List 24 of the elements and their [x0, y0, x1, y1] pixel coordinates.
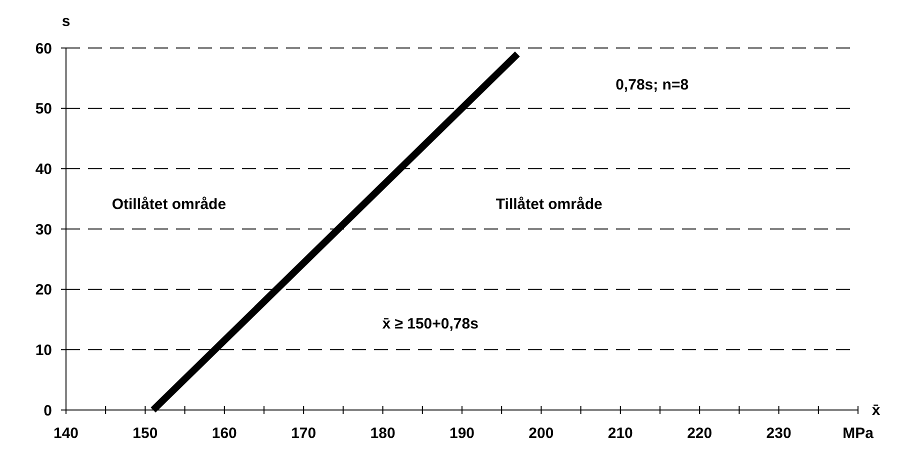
x-tick-label: MPa	[842, 425, 874, 442]
annotation: Otillåtet område	[112, 196, 226, 213]
y-tick-label: 0	[44, 402, 52, 420]
x-tick-label: 230	[766, 425, 792, 442]
y-tick-label: 50	[35, 100, 52, 118]
annotation: 0,78s; n=8	[616, 76, 689, 94]
x-tick-label: 170	[291, 425, 316, 442]
x-tick-label: 180	[370, 425, 396, 442]
annotation: Tillåtet område	[496, 196, 602, 213]
y-tick-label: 60	[35, 40, 52, 58]
y-tick-label: 30	[35, 221, 52, 238]
x-tick-label: 190	[449, 425, 475, 442]
y-tick-label: 20	[35, 282, 52, 299]
y-tick-label: 40	[35, 160, 52, 178]
x-tick-label: 220	[687, 425, 712, 442]
y-axis-title: s	[62, 13, 70, 30]
annotation: x̄ ≥ 150+0,78s	[382, 315, 478, 332]
x-tick-label: 150	[132, 425, 158, 442]
y-tick-label: 10	[35, 342, 52, 359]
x-axis-title: x̄	[872, 402, 881, 419]
x-tick-label: 200	[528, 425, 554, 442]
x-tick-label: 210	[608, 425, 633, 442]
x-tick-label: 160	[212, 425, 237, 442]
x-tick-label: 140	[53, 425, 79, 442]
